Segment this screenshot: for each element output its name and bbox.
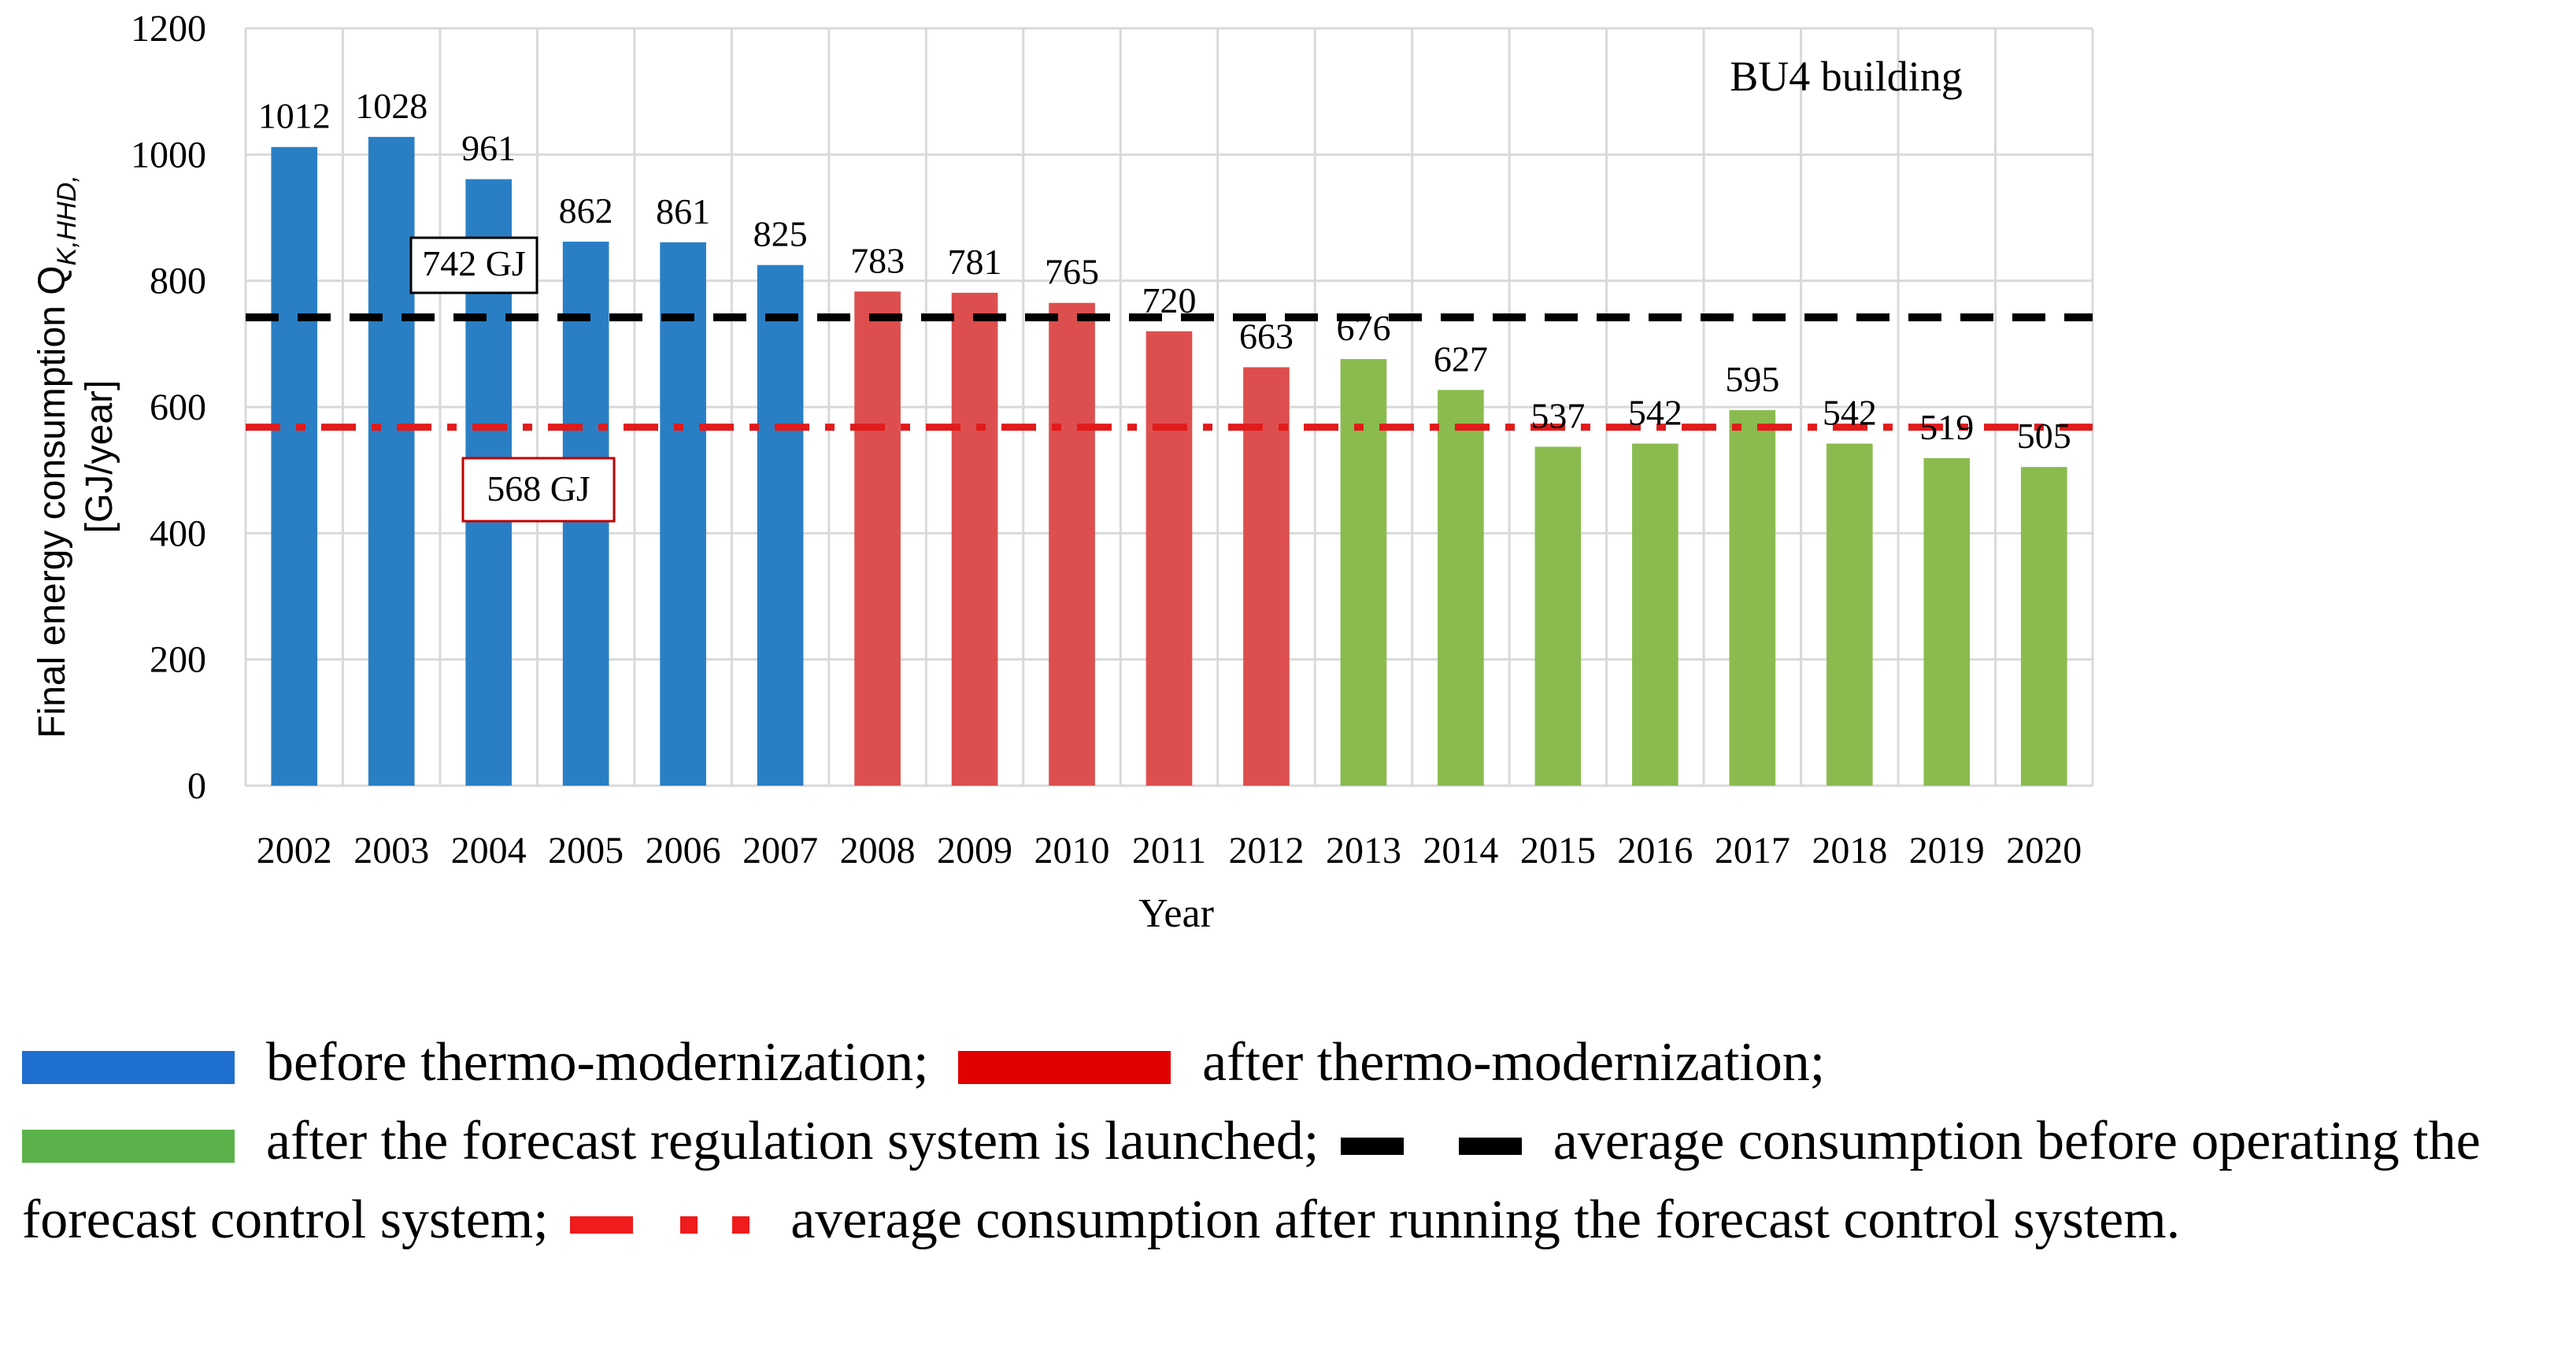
- data-label-2011: 720: [1142, 280, 1197, 320]
- x-tick-2011: 2011: [1132, 830, 1206, 871]
- x-tick-2018: 2018: [1812, 830, 1887, 871]
- data-label-2015: 537: [1530, 396, 1585, 436]
- bar-2010: [1049, 302, 1095, 786]
- legend-swatch-after: [958, 1050, 1171, 1084]
- bar-2002: [271, 146, 318, 786]
- x-axis-ticks: 2002 2003 2004 2005 2006 2007 2008 2009 2010 2011…: [257, 830, 2082, 871]
- data-label-2006: 861: [656, 191, 710, 231]
- x-tick-2019: 2019: [1909, 830, 1985, 871]
- legend-avg-after-label: average consumption after running the fo…: [790, 1190, 2181, 1250]
- x-tick-2005: 2005: [548, 830, 624, 871]
- y-axis-label-line2: [GJ/year]: [79, 380, 120, 534]
- x-tick-2009: 2009: [937, 830, 1012, 871]
- x-tick-2015: 2015: [1520, 830, 1596, 871]
- x-tick-2014: 2014: [1423, 830, 1498, 871]
- x-tick-2012: 2012: [1228, 830, 1304, 871]
- x-tick-2010: 2010: [1034, 830, 1110, 871]
- y-tick-1000: 1000: [131, 134, 206, 176]
- y-tick-0: 0: [187, 765, 206, 807]
- legend-forecast-label: after the forecast regulation system is …: [266, 1111, 1319, 1171]
- y-tick-1200: 1200: [131, 8, 206, 50]
- legend-swatch-forecast: [22, 1129, 235, 1163]
- x-tick-2020: 2020: [2006, 830, 2082, 871]
- y-axis-label-line1: Final energy consumption QK,HHD,: [31, 175, 82, 738]
- legend-avg-before-label: average consumption before operating the…: [22, 1111, 2481, 1250]
- data-label-2012: 663: [1239, 316, 1294, 356]
- legend-line-1: before thermo-modernization; after therm…: [22, 1023, 2557, 1102]
- x-axis-label: Year: [1138, 891, 1214, 936]
- legend-swatch-avg-after: [570, 1216, 759, 1234]
- bar-2006: [660, 242, 706, 786]
- x-tick-2013: 2013: [1326, 830, 1401, 871]
- bar-2014: [1438, 390, 1484, 786]
- legend-swatch-before: [22, 1050, 235, 1084]
- bar-2019: [1923, 457, 1971, 786]
- data-label-2005: 862: [559, 191, 613, 231]
- bar-2017: [1729, 410, 1776, 786]
- y-tick-800: 800: [150, 261, 206, 302]
- data-label-2013: 676: [1336, 308, 1390, 348]
- x-tick-2017: 2017: [1715, 830, 1790, 871]
- energy-bar-chart: 1012 1028 961 862 861 825 783 781 765 720 663 676 62…: [31, 8, 2094, 936]
- bar-2007: [757, 265, 804, 786]
- data-label-2017: 595: [1725, 359, 1779, 399]
- x-tick-2008: 2008: [840, 830, 916, 871]
- data-label-2002: 1012: [258, 96, 331, 136]
- data-labels: 1012 1028 961 862 861 825 783 781 765 720 663 676 62…: [258, 86, 2071, 456]
- x-tick-2002: 2002: [257, 830, 332, 871]
- x-tick-2003: 2003: [353, 830, 429, 871]
- bar-2009: [951, 292, 998, 786]
- avg-before-annotation-box: [409, 236, 539, 294]
- legend: before thermo-modernization; after therm…: [22, 1023, 2557, 1260]
- x-tick-2007: 2007: [742, 830, 818, 871]
- y-axis-ticks: 0 200 400 600 800 1000 1200: [131, 8, 206, 807]
- avg-before-annotation: 742 GJ: [422, 243, 526, 283]
- chart-bars: [271, 136, 2067, 786]
- bar-2013: [1340, 359, 1387, 786]
- data-label-2008: 783: [850, 240, 905, 280]
- y-tick-200: 200: [150, 639, 206, 681]
- bar-2018: [1826, 443, 1873, 786]
- data-label-2003: 1028: [355, 86, 427, 126]
- reference-lines: [246, 313, 2093, 431]
- legend-before-label: before thermo-modernization;: [266, 1032, 929, 1093]
- data-label-2020: 505: [2017, 416, 2071, 456]
- bar-2011: [1146, 331, 1193, 786]
- avg-after-annotation-box: [461, 457, 616, 523]
- data-label-2019: 519: [1919, 407, 1974, 447]
- bar-2016: [1632, 443, 1678, 786]
- x-tick-2016: 2016: [1617, 830, 1693, 871]
- x-tick-2004: 2004: [451, 830, 527, 871]
- data-label-2010: 765: [1045, 252, 1099, 292]
- bar-2008: [854, 291, 901, 786]
- legend-swatch-avg-before: [1340, 1137, 1522, 1155]
- chart-grid: [244, 27, 2094, 787]
- avg-after-annotation: 568 GJ: [487, 468, 590, 509]
- data-label-2009: 781: [948, 242, 1002, 282]
- legend-line-2: after the forecast regulation system is …: [22, 1102, 2557, 1260]
- bar-2003: [368, 136, 415, 786]
- data-label-2016: 542: [1628, 392, 1682, 432]
- legend-after-label: after thermo-modernization;: [1202, 1032, 1826, 1093]
- y-tick-600: 600: [150, 387, 206, 428]
- bar-2015: [1534, 446, 1582, 786]
- bar-2012: [1243, 367, 1290, 786]
- bar-2020: [2020, 467, 2067, 786]
- data-label-2007: 825: [753, 214, 808, 254]
- x-tick-2006: 2006: [646, 830, 721, 871]
- chart-title: BU4 building: [1730, 53, 1963, 100]
- data-label-2004: 961: [461, 128, 516, 168]
- data-label-2014: 627: [1434, 339, 1488, 379]
- data-label-2018: 542: [1823, 392, 1877, 432]
- y-tick-400: 400: [150, 512, 206, 554]
